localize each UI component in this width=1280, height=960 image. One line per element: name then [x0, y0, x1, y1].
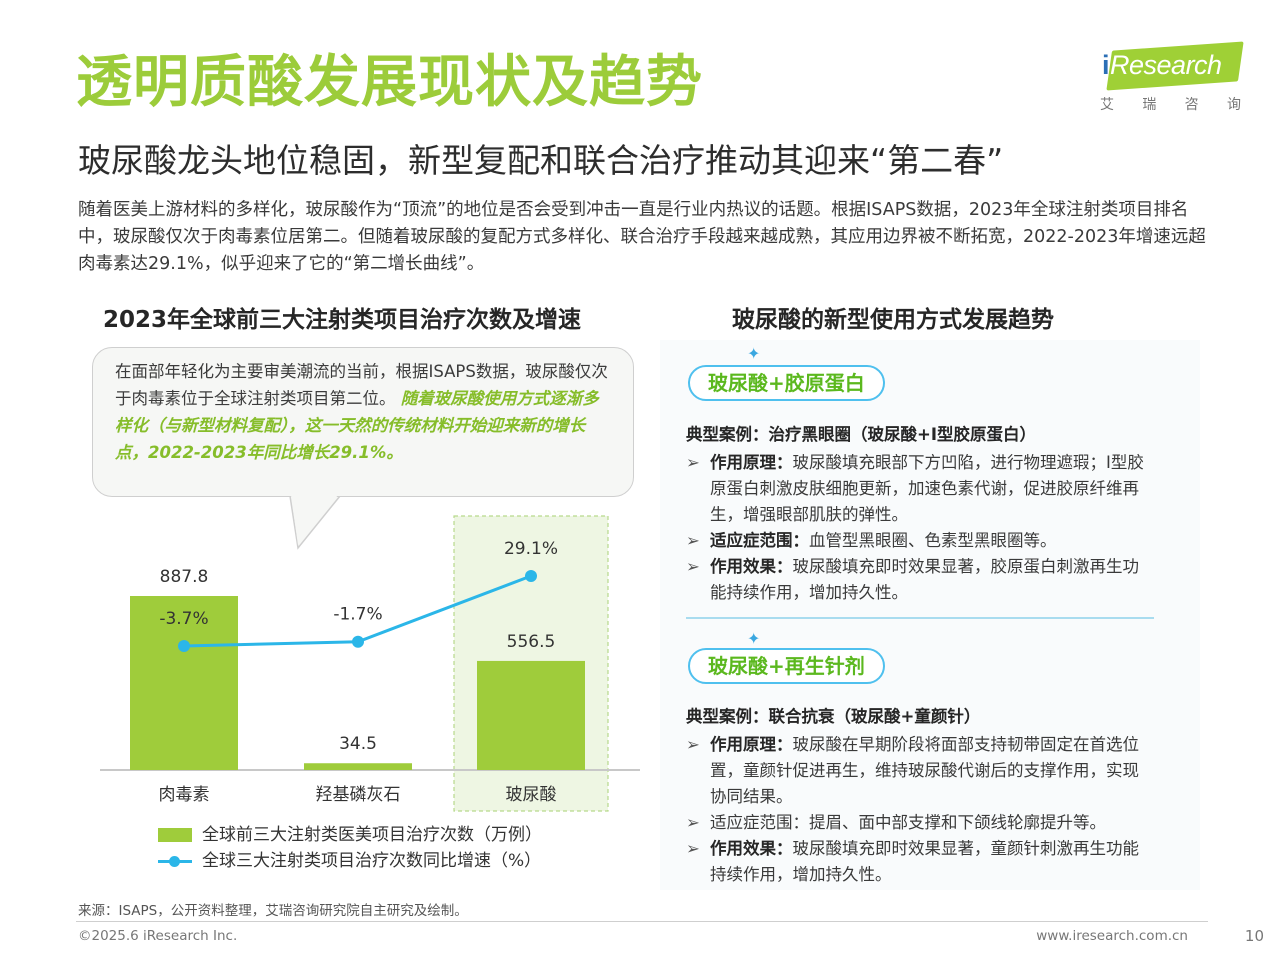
website-link[interactable]: www.iresearch.com.cn	[1036, 928, 1188, 944]
logo-char: 询	[1226, 97, 1241, 113]
bullet-text: 玻尿酸填充即时效果显著，胶原蛋白刺激再生功能持续作用，增加持久性。	[710, 557, 1139, 602]
page-title: 透明质酸发展现状及趋势	[76, 50, 703, 115]
bullet-label: 作用效果：	[710, 557, 793, 576]
bullet-label: 作用原理：	[710, 453, 793, 472]
growth-point	[178, 640, 190, 652]
bar	[130, 596, 238, 770]
logo-char: 瑞	[1142, 97, 1157, 113]
list-item: ➢ 作用原理：玻尿酸在早期阶段将面部支持韧带固定在首选位置，童颜针促进再生，维持玻…	[686, 732, 1146, 810]
logo-i: i	[1102, 50, 1110, 80]
logo-wordmark: iResearch	[1102, 50, 1222, 81]
iresearch-logo: iResearch 艾 瑞 咨 询	[1100, 41, 1245, 118]
intro-paragraph: 随着医美上游材料的多样化，玻尿酸作为“顶流”的地位是否会受到冲击一直是行业内热议…	[78, 200, 1206, 274]
page-number: 10	[1244, 927, 1264, 945]
tag-hyaluronic-collagen: 玻尿酸+胶原蛋白	[688, 365, 885, 401]
legend-line-label: 全球三大注射类项目治疗次数同比增速（%）	[202, 851, 542, 871]
source-note: 来源：ISAPS，公开资料整理，艾瑞咨询研究院自主研究及绘制。	[78, 903, 468, 919]
list-item: ➢ 适应症范围：血管型黑眼圈、色素型黑眼圈等。	[686, 528, 1146, 554]
case-title-2: 典型案例：联合抗衰（玻尿酸+童颜针）	[686, 707, 981, 726]
sparkle-icon: ✦	[747, 344, 761, 363]
tag-hyaluronic-regenerative: 玻尿酸+再生针剂	[688, 648, 885, 684]
growth-label: 29.1%	[504, 539, 558, 559]
legend-bar-label: 全球前三大注射类医美项目治疗次数（万例）	[202, 825, 542, 845]
category-label: 羟基磷灰石	[316, 785, 401, 805]
arrow-bullet-icon: ➢	[686, 839, 700, 858]
copyright: ©2025.6 iResearch Inc.	[78, 928, 238, 944]
section-divider	[686, 617, 1154, 619]
bar	[477, 660, 585, 770]
bar-value-label: 556.5	[507, 632, 556, 652]
bullet-label: 适应症范围：	[710, 531, 809, 550]
bullet-label: 适应症范围：	[710, 813, 809, 832]
bullet-text: 玻尿酸填充即时效果显著，童颜针刺激再生功能持续作用，增加持久性。	[710, 839, 1139, 884]
list-item: ➢ 适应症范围：提眉、面中部支撑和下颌线轮廓提升等。	[686, 810, 1146, 836]
legend-item-bar: 全球前三大注射类医美项目治疗次数（万例）	[158, 822, 542, 848]
category-label: 肉毒素	[159, 785, 210, 805]
growth-label: -1.7%	[333, 605, 382, 625]
growth-point	[352, 635, 364, 648]
growth-label: -3.7%	[159, 609, 208, 629]
footer-divider	[76, 921, 1208, 922]
logo-research: Research	[1110, 50, 1222, 80]
bullet-list-1: ➢ 作用原理：玻尿酸填充眼部下方凹陷，进行物理遮瑕；I型胶原蛋白刺激皮肤细胞更新，…	[686, 450, 1146, 606]
sparkle-icon: ✦	[747, 629, 761, 648]
bullet-label: 作用原理：	[710, 735, 793, 754]
legend-bar-swatch	[158, 828, 192, 842]
bullet-text: 玻尿酸填充眼部下方凹陷，进行物理遮瑕；I型胶原蛋白刺激皮肤细胞更新，加速色素代谢…	[710, 453, 1144, 524]
bullet-text: 提眉、面中部支撑和下颌线轮廓提升等。	[809, 813, 1106, 832]
chart-heading: 2023年全球前三大注射类项目治疗次数及增速	[103, 307, 582, 333]
arrow-bullet-icon: ➢	[686, 531, 700, 550]
trend-heading: 玻尿酸的新型使用方式发展趋势	[732, 307, 1054, 333]
bullet-text: 玻尿酸在早期阶段将面部支持韧带固定在首选位置，童颜针促进再生，维持玻尿酸代谢后的…	[710, 735, 1139, 806]
arrow-bullet-icon: ➢	[686, 813, 700, 832]
logo-char: 艾	[1100, 97, 1114, 113]
legend-item-line: 全球三大注射类项目治疗次数同比增速（%）	[158, 848, 542, 874]
callout-bubble: 在面部年轻化为主要审美潮流的当前，根据ISAPS数据，玻尿酸仅次于肉毒素位于全球…	[92, 347, 634, 497]
list-item: ➢ 作用效果：玻尿酸填充即时效果显著，童颜针刺激再生功能持续作用，增加持久性。	[686, 836, 1146, 888]
arrow-bullet-icon: ➢	[686, 557, 700, 576]
list-item: ➢ 作用原理：玻尿酸填充眼部下方凹陷，进行物理遮瑕；I型胶原蛋白刺激皮肤细胞更新，…	[686, 450, 1146, 528]
legend-line-swatch	[158, 854, 192, 868]
logo-chinese-name: 艾 瑞 咨 询	[1100, 94, 1245, 114]
list-item: ➢ 作用效果：玻尿酸填充即时效果显著，胶原蛋白刺激再生功能持续作用，增加持久性。	[686, 554, 1146, 606]
arrow-bullet-icon: ➢	[686, 453, 700, 472]
bullet-list-2: ➢ 作用原理：玻尿酸在早期阶段将面部支持韧带固定在首选位置，童颜针促进再生，维持玻…	[686, 732, 1146, 888]
bar-value-label: 34.5	[339, 734, 377, 754]
trend-panel	[660, 340, 1200, 890]
callout-highlight: 随着玻尿酸使用方式逐渐多样化（与新型材料复配），这一天然的传统材料开始迎来新的增…	[115, 389, 599, 462]
bullet-label: 作用效果：	[710, 839, 793, 858]
bar-value-label: 887.8	[160, 567, 209, 587]
bar	[304, 763, 412, 770]
logo-char: 咨	[1184, 97, 1199, 113]
bullet-text: 血管型黑眼圈、色素型黑眼圈等。	[809, 531, 1057, 550]
callout-text: 在面部年轻化为主要审美潮流的当前，根据ISAPS数据，玻尿酸仅次于肉毒素位于全球…	[115, 362, 608, 408]
page-subtitle: 玻尿酸龙头地位稳固，新型复配和联合治疗推动其迎来“第二春”	[78, 141, 1004, 180]
case-title-1: 典型案例：治疗黑眼圈（玻尿酸+I型胶原蛋白）	[686, 425, 1036, 444]
growth-point	[525, 570, 537, 582]
chart-legend: 全球前三大注射类医美项目治疗次数（万例） 全球三大注射类项目治疗次数同比增速（%…	[158, 822, 542, 874]
arrow-bullet-icon: ➢	[686, 735, 700, 754]
category-label: 玻尿酸	[506, 785, 557, 805]
